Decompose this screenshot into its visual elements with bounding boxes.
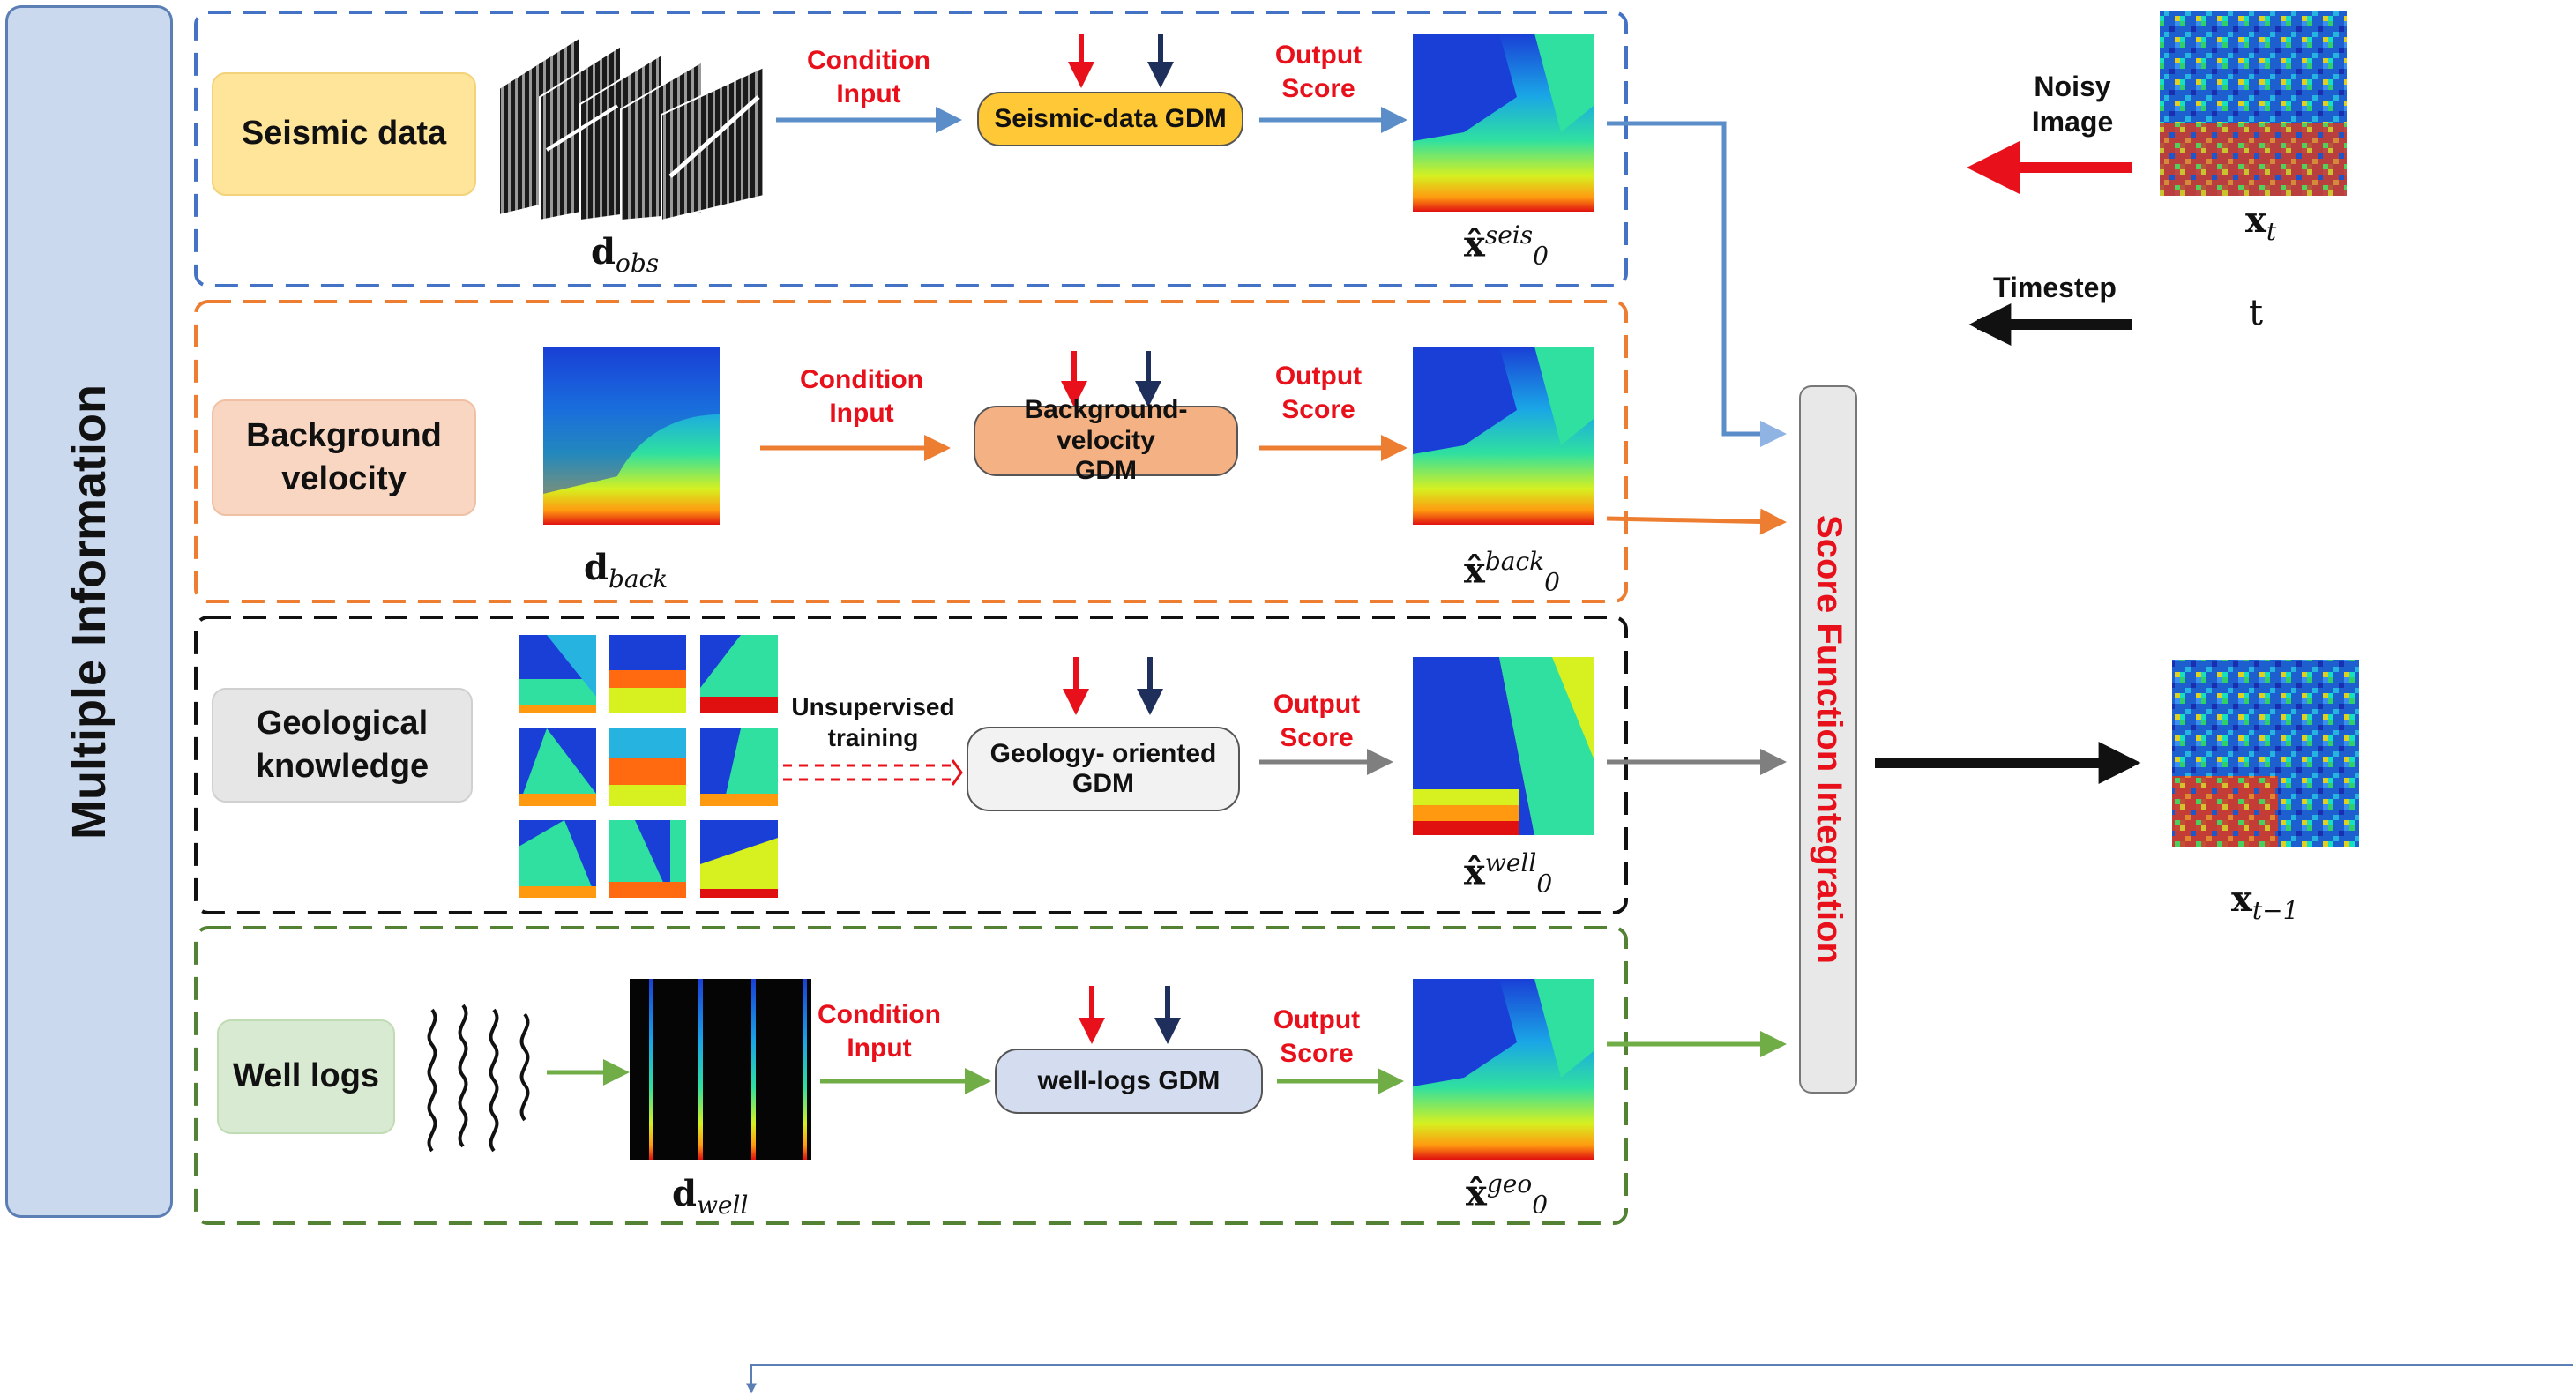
side-title-panel: Multiple Information	[5, 5, 173, 1218]
seismic-condition-label: Condition Input	[807, 46, 930, 108]
background-velocity-image	[543, 347, 720, 525]
seismic-output-score-label: Output Score	[1274, 41, 1363, 103]
back-to-integration-arrow	[1606, 508, 1787, 535]
output-image-back	[1413, 347, 1594, 525]
geological-knowledge-box: Geological knowledge	[212, 688, 473, 803]
score-function-integration-label: Score Function Integration	[1809, 515, 1848, 964]
geology-gdm-box: Geology- oriented GDM	[967, 727, 1240, 811]
background-gdm-label: Background-velocity GDM	[1024, 395, 1188, 486]
geology-gdm-label: Geology- oriented GDM	[989, 738, 1217, 799]
xt-label: xt	[2245, 199, 2277, 246]
side-title: Multiple Information	[63, 384, 116, 840]
geology-training-arrowhead	[951, 759, 963, 786]
score-function-integration-box: Score Function Integration	[1799, 385, 1857, 1094]
well-gdm-label: well-logs GDM	[1037, 1065, 1221, 1095]
well-logs-label: Well logs	[232, 1057, 380, 1095]
geology-output-score-label: Output Score	[1273, 690, 1361, 752]
well-logs-box: Well logs	[217, 1019, 395, 1134]
x0-geo-label: x̂geo0	[1466, 1169, 1549, 1220]
background-condition-label: Condition Input	[800, 365, 923, 428]
background-gdm-box: Background-velocity GDM	[974, 395, 1238, 485]
background-output-score-label: Output Score	[1274, 362, 1363, 424]
x0-seis-label: x̂seis0	[1464, 220, 1549, 271]
well-data-image	[630, 979, 811, 1160]
well-log-curves	[427, 1004, 530, 1153]
seis-to-integration-connector	[1607, 121, 1787, 447]
bottom-connector-line	[746, 1364, 2573, 1394]
gdm-input-arrows	[1061, 34, 1181, 1044]
well-condition-label: Condition Input	[818, 1000, 941, 1063]
output-image-seis	[1413, 34, 1594, 212]
noisy-image-label: Noisy Image	[2031, 71, 2114, 138]
seismic-data-label: Seismic data	[241, 115, 447, 153]
well-row-frame	[194, 926, 1628, 1225]
geology-thumbnails	[519, 635, 778, 898]
noisy-image-xt	[2160, 11, 2347, 196]
d-well-label: dwell	[672, 1173, 749, 1220]
output-image-geo	[1413, 979, 1594, 1160]
geology-training-label: Unsupervised training	[791, 693, 955, 751]
timestep-label: Timestep	[1993, 272, 2117, 303]
well-output-score-label: Output Score	[1273, 1005, 1361, 1068]
background-velocity-box: Background velocity	[212, 399, 476, 516]
seismic-data-box: Seismic data	[212, 72, 476, 196]
geology-row-frame	[194, 616, 1628, 914]
well-gdm-box: well-logs GDM	[995, 1049, 1263, 1114]
xt1-label: xt−1	[2231, 878, 2299, 925]
seismic-gdm-box: Seismic-data GDM	[977, 92, 1243, 146]
t-label: t	[2249, 293, 2264, 333]
x0-well-label: x̂well0	[1464, 848, 1553, 899]
background-row-frame	[194, 300, 1628, 603]
x0-back-label: x̂back0	[1464, 547, 1560, 597]
geological-knowledge-label: Geological knowledge	[255, 704, 429, 785]
background-velocity-label: Background velocity	[246, 416, 442, 497]
output-image-xt1	[2172, 660, 2359, 847]
geology-training-arrow	[783, 764, 954, 781]
seismic-gdm-label: Seismic-data GDM	[994, 103, 1227, 133]
seismic-data-image	[498, 35, 765, 222]
d-back-label: dback	[584, 547, 668, 593]
output-image-well	[1413, 657, 1594, 835]
d-obs-label: dobs	[591, 231, 660, 278]
